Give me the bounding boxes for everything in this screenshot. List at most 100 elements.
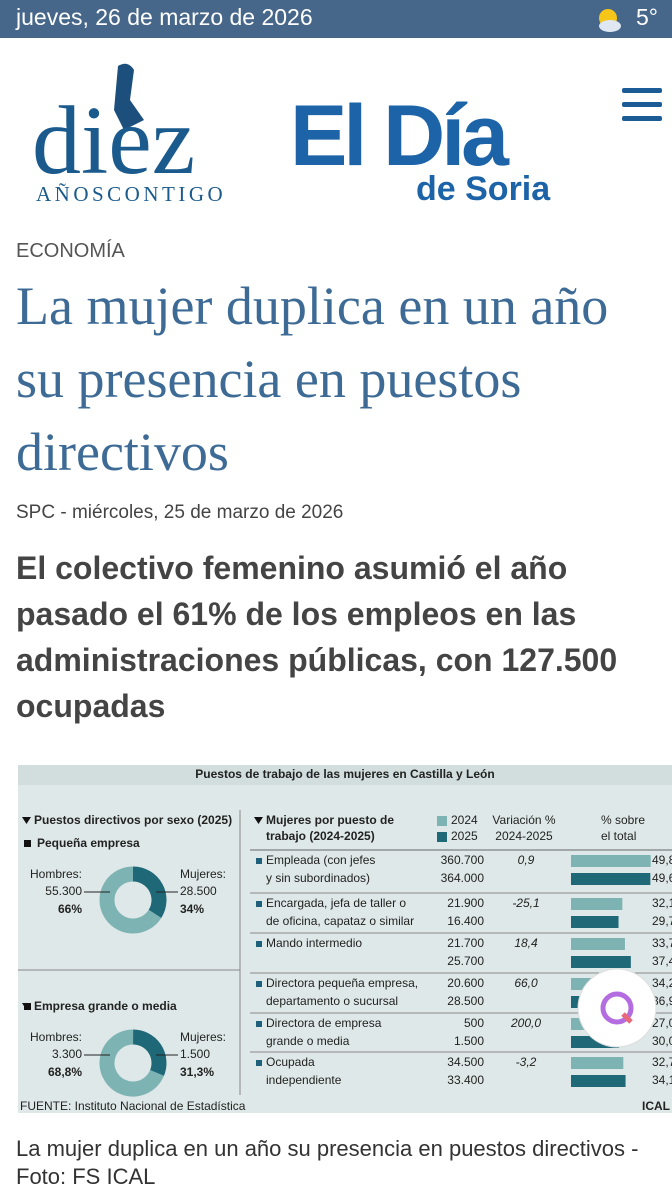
- men-men_share: 66%: [58, 902, 82, 916]
- row-label: Directora de empresa: [266, 1016, 382, 1030]
- donut-women: [132, 866, 167, 918]
- logo-diez-sub: AÑOSCONTIGO: [36, 182, 226, 206]
- row-label: departamento o sucursal: [266, 994, 398, 1008]
- value-2025: 25.700: [447, 954, 484, 968]
- share-bar: [571, 898, 623, 910]
- assistant-button[interactable]: [577, 968, 657, 1048]
- menu-button[interactable]: [622, 88, 662, 121]
- share-bar: [571, 1057, 624, 1069]
- byline: SPC - miércoles, 25 de marzo de 2026: [16, 502, 344, 523]
- legend-swatch: [437, 832, 447, 842]
- legend-swatch: [437, 816, 447, 826]
- marker: [256, 858, 262, 864]
- men-men_label: Hombres:: [30, 1030, 82, 1044]
- credit: ICAL: [642, 1099, 670, 1113]
- variation: 66,0: [514, 976, 538, 990]
- status-bar: jueves, 26 de marzo de 2026 5°: [0, 0, 672, 38]
- share-label: 34,1: [652, 1073, 672, 1087]
- value-2025: 364.000: [441, 871, 485, 885]
- share-heading: el total: [601, 829, 636, 843]
- variation: 200,0: [510, 1016, 541, 1030]
- marker: [256, 981, 262, 987]
- section[interactable]: ECONOMÍA: [16, 240, 125, 262]
- right-heading: trabajo (2024-2025): [266, 829, 375, 843]
- value-2024: 34.500: [447, 1055, 484, 1069]
- row-label: de oficina, capataz o similar: [266, 914, 414, 928]
- marker: [22, 1003, 31, 1010]
- row-label: Mando intermedio: [266, 936, 362, 950]
- share-label: 29,7: [652, 914, 672, 928]
- row-label: Empleada (con jefes: [266, 853, 375, 867]
- date: jueves, 26 de marzo de 2026: [16, 4, 313, 30]
- value-2024: 360.700: [441, 853, 485, 867]
- row-label: independiente: [266, 1073, 342, 1087]
- headline: La mujer duplica en un año su presencia …: [16, 276, 609, 482]
- group-name: Pequeña empresa: [37, 836, 140, 850]
- share-label: 32,7: [652, 1055, 672, 1069]
- women-women_count: 1.500: [180, 1047, 210, 1061]
- row-label: y sin subordinados): [266, 871, 370, 885]
- share-bar: [571, 956, 631, 968]
- left-heading: Puestos directivos por sexo (2025): [34, 813, 232, 827]
- share-label: 36,9: [652, 994, 672, 1008]
- share-label: 34,2: [652, 976, 672, 990]
- logo-diez[interactable]: diez: [32, 87, 195, 195]
- variation: 0,9: [518, 853, 535, 867]
- share-label: 33,7: [652, 936, 672, 950]
- right-heading: Mujeres por puesto de: [266, 813, 394, 827]
- value-2025: 16.400: [447, 914, 484, 928]
- row-label: grande o media: [266, 1034, 350, 1048]
- subtitle: El colectivo femenino asumió el año pasa…: [16, 550, 618, 724]
- marker: [256, 1060, 262, 1066]
- donut-men: [99, 1029, 164, 1097]
- men-men_label: Hombres:: [30, 867, 82, 881]
- marker: [256, 901, 262, 907]
- share-bar: [571, 855, 651, 867]
- logo-main[interactable]: El Día: [290, 88, 514, 184]
- variation: -25,1: [512, 896, 539, 910]
- variation: 18,4: [514, 936, 538, 950]
- header: diez AÑOSCONTIGO El Día de Soria: [32, 63, 662, 208]
- value-2024: 21.700: [447, 936, 484, 950]
- value-2024: 500: [464, 1016, 484, 1030]
- share-heading: % sobre: [601, 813, 645, 827]
- share-label: 27,0: [652, 1016, 672, 1030]
- row-label: Ocupada: [266, 1055, 315, 1069]
- women-women_label: Mujeres:: [180, 1030, 226, 1044]
- value-2024: 20.600: [447, 976, 484, 990]
- share-label: 37,4: [652, 954, 672, 968]
- men-men_share: 68,8%: [48, 1065, 82, 1079]
- donut-men: [99, 866, 162, 934]
- donut-women: [132, 1029, 167, 1076]
- men-men_count: 55.300: [45, 884, 82, 898]
- source: FUENTE: Instituto Nacional de Estadístic…: [20, 1099, 246, 1113]
- weather-icon: [599, 9, 621, 32]
- infographic: Puestos de trabajo de las mujeres en Cas…: [18, 765, 672, 1113]
- women-women_label: Mujeres:: [180, 867, 226, 881]
- share-bar: [571, 916, 619, 928]
- share-label: 30,0: [652, 1034, 672, 1048]
- legend-label: 2024: [451, 813, 478, 827]
- caption: La mujer duplica en un año su presencia …: [16, 1136, 639, 1189]
- marker: [256, 941, 262, 947]
- variation-heading: Variación %: [492, 813, 555, 827]
- men-men_count: 3.300: [52, 1047, 82, 1061]
- temperature: 5°: [636, 4, 658, 30]
- group-name: Empresa grande o media: [34, 999, 177, 1013]
- value-2025: 28.500: [447, 994, 484, 1008]
- variation-heading: 2024-2025: [495, 829, 553, 843]
- legend-label: 2025: [451, 829, 478, 843]
- variation: -3,2: [516, 1055, 537, 1069]
- share-label: 49,8: [652, 853, 672, 867]
- women-women_share: 34%: [180, 902, 204, 916]
- women-women_count: 28.500: [180, 884, 217, 898]
- share-label: 49,6: [652, 871, 672, 885]
- share-bar: [571, 938, 625, 950]
- logo-sub: de Soria: [416, 170, 551, 208]
- value-2024: 21.900: [447, 896, 484, 910]
- info-title: Puestos de trabajo de las mujeres en Cas…: [195, 767, 494, 781]
- marker: [254, 817, 263, 824]
- marker: [22, 817, 31, 824]
- women-women_share: 31,3%: [180, 1065, 214, 1079]
